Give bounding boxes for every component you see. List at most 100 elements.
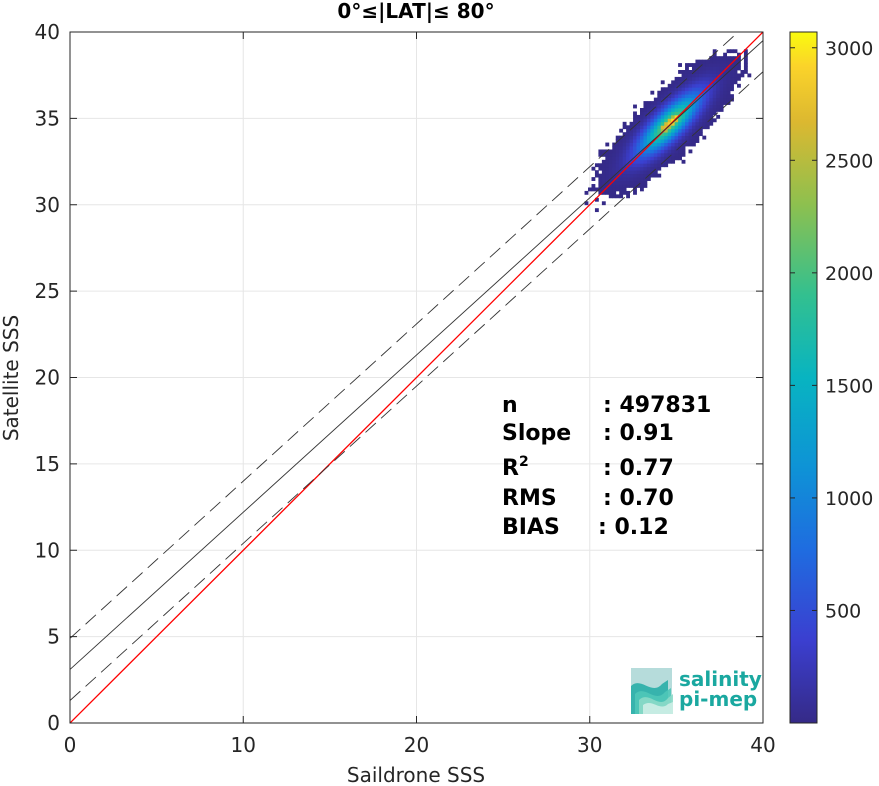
density-cell bbox=[612, 149, 617, 154]
density-cell bbox=[698, 73, 703, 78]
density-cell bbox=[723, 70, 728, 74]
density-cell bbox=[612, 142, 617, 147]
density-cell bbox=[733, 73, 738, 78]
density-cell bbox=[730, 59, 734, 64]
density-cell bbox=[702, 70, 707, 74]
density-cell bbox=[695, 118, 700, 123]
density-cell bbox=[657, 125, 662, 130]
density-cell bbox=[650, 135, 655, 140]
density-cell bbox=[639, 121, 644, 126]
density-cell bbox=[743, 56, 748, 61]
density-cell bbox=[615, 184, 620, 188]
stat-bias-value: : 0.12 bbox=[598, 515, 669, 540]
density-cell bbox=[608, 166, 613, 171]
density-cell bbox=[716, 87, 721, 92]
density-cell bbox=[698, 66, 703, 71]
density-cell bbox=[705, 66, 710, 71]
density-cell bbox=[674, 146, 679, 150]
density-cell bbox=[688, 83, 693, 88]
density-cell bbox=[726, 97, 731, 102]
density-cell bbox=[671, 135, 676, 140]
density-cell bbox=[626, 194, 630, 199]
density-cell bbox=[643, 177, 648, 181]
density-cell bbox=[660, 104, 665, 109]
statistics-box: n : 497831 Slope : 0.91 R2 : 0.77 RMS : … bbox=[502, 393, 711, 540]
density-cell bbox=[629, 135, 634, 140]
density-cell bbox=[681, 87, 686, 92]
density-cell bbox=[646, 170, 651, 175]
density-cell bbox=[650, 142, 655, 147]
density-cell bbox=[646, 114, 651, 119]
density-cell bbox=[619, 146, 624, 150]
density-cell bbox=[698, 59, 703, 64]
density-cell bbox=[678, 104, 682, 109]
density-cell bbox=[671, 149, 676, 154]
density-cell bbox=[626, 159, 630, 164]
density-cell bbox=[709, 83, 714, 88]
density-cell bbox=[667, 156, 672, 161]
density-cell bbox=[629, 184, 634, 188]
density-cell bbox=[695, 132, 700, 137]
density-cell bbox=[601, 170, 606, 175]
density-cell bbox=[639, 128, 644, 133]
density-cell bbox=[685, 132, 689, 137]
density-cell bbox=[615, 163, 620, 168]
density-cell bbox=[619, 128, 624, 133]
density-cell bbox=[743, 63, 748, 67]
density-cell bbox=[702, 108, 707, 112]
density-cell bbox=[591, 187, 596, 192]
density-cell bbox=[667, 146, 672, 150]
density-cell bbox=[633, 149, 637, 154]
density-cell bbox=[716, 104, 721, 109]
density-cell bbox=[646, 159, 651, 164]
density-cell bbox=[709, 114, 714, 119]
density-cell bbox=[629, 159, 634, 164]
density-cell bbox=[705, 76, 710, 81]
density-cell bbox=[605, 142, 610, 147]
density-cell bbox=[716, 90, 721, 95]
density-cell bbox=[719, 63, 724, 67]
density-cell bbox=[657, 132, 662, 137]
density-cell bbox=[660, 97, 665, 102]
density-cell bbox=[726, 56, 731, 61]
density-cell bbox=[629, 180, 634, 185]
density-cell bbox=[733, 59, 738, 64]
density-cell bbox=[698, 80, 703, 85]
density-cell bbox=[650, 166, 655, 171]
density-cell bbox=[678, 128, 682, 133]
density-cell bbox=[643, 114, 648, 119]
density-cell bbox=[723, 52, 728, 57]
density-cell bbox=[657, 149, 662, 154]
density-cell bbox=[633, 139, 637, 143]
density-cell bbox=[584, 190, 589, 195]
density-cell bbox=[653, 163, 658, 168]
density-cell bbox=[671, 128, 676, 133]
density-cell bbox=[674, 118, 679, 123]
density-cell bbox=[594, 208, 599, 213]
density-cell bbox=[730, 56, 734, 61]
density-cell bbox=[650, 121, 655, 126]
density-cell bbox=[678, 70, 682, 74]
density-cell bbox=[681, 142, 686, 147]
density-cell bbox=[626, 166, 630, 171]
density-cell bbox=[695, 104, 700, 109]
density-cell bbox=[633, 121, 637, 126]
density-cell bbox=[622, 132, 627, 137]
density-cell bbox=[653, 152, 658, 157]
density-cell bbox=[723, 63, 728, 67]
density-cell bbox=[650, 159, 655, 164]
density-cell bbox=[664, 121, 669, 126]
density-cell bbox=[601, 152, 606, 157]
density-cell bbox=[660, 94, 665, 99]
density-cell bbox=[619, 166, 624, 171]
density-cell bbox=[605, 163, 610, 168]
density-cell bbox=[719, 59, 724, 64]
density-cell bbox=[691, 111, 696, 116]
y-axis-label: Satellite SSS bbox=[0, 315, 23, 441]
density-cell bbox=[678, 132, 682, 137]
x-tick-label: 40 bbox=[750, 733, 775, 757]
density-cell bbox=[737, 66, 741, 71]
density-cell bbox=[698, 63, 703, 67]
density-cell bbox=[660, 90, 665, 95]
density-cell bbox=[671, 90, 676, 95]
